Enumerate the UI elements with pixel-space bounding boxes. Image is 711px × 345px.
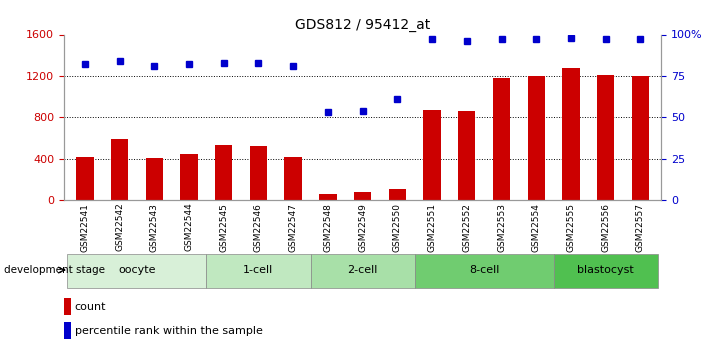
Text: GSM22541: GSM22541 (80, 203, 90, 252)
Text: GSM22549: GSM22549 (358, 203, 367, 252)
Text: GSM22544: GSM22544 (184, 203, 193, 252)
Text: blastocyst: blastocyst (577, 265, 634, 275)
Text: GSM22553: GSM22553 (497, 203, 506, 252)
Bar (597, 75, 614, 200)
Text: GSM22542: GSM22542 (115, 203, 124, 252)
Text: development stage: development stage (4, 265, 105, 275)
Bar (554, 254, 658, 288)
Text: GSM22551: GSM22551 (427, 203, 437, 252)
Bar (215, 145, 232, 200)
Text: 1-cell: 1-cell (243, 265, 274, 275)
Text: 8-cell: 8-cell (469, 265, 499, 275)
Bar (146, 158, 163, 200)
Text: GSM22550: GSM22550 (393, 203, 402, 252)
Bar (389, 189, 406, 200)
Bar (415, 254, 554, 288)
Text: GSM22547: GSM22547 (289, 203, 298, 252)
Text: GSM22556: GSM22556 (602, 203, 610, 252)
Bar (64, 322, 71, 339)
Bar (528, 76, 545, 200)
Bar (631, 76, 649, 200)
Title: GDS812 / 95412_at: GDS812 / 95412_at (295, 18, 430, 32)
Bar (64, 298, 71, 315)
Bar (319, 194, 336, 200)
Bar (76, 157, 94, 200)
Bar (458, 111, 476, 200)
Text: GSM22548: GSM22548 (324, 203, 332, 252)
Bar (111, 139, 128, 200)
Bar (284, 157, 302, 200)
Bar (493, 78, 510, 200)
Text: oocyte: oocyte (118, 265, 156, 275)
Bar (206, 254, 311, 288)
Text: count: count (75, 302, 106, 312)
Bar (68, 254, 206, 288)
Bar (181, 154, 198, 200)
Text: 2-cell: 2-cell (348, 265, 378, 275)
Bar (562, 68, 579, 200)
Text: GSM22557: GSM22557 (636, 203, 645, 252)
Bar (311, 254, 415, 288)
Text: GSM22546: GSM22546 (254, 203, 263, 252)
Text: GSM22543: GSM22543 (150, 203, 159, 252)
Text: GSM22552: GSM22552 (462, 203, 471, 252)
Text: GSM22554: GSM22554 (532, 203, 541, 252)
Bar (354, 192, 371, 200)
Bar (423, 110, 441, 200)
Text: GSM22555: GSM22555 (567, 203, 575, 252)
Text: percentile rank within the sample: percentile rank within the sample (75, 326, 262, 336)
Bar (250, 146, 267, 200)
Text: GSM22545: GSM22545 (219, 203, 228, 252)
